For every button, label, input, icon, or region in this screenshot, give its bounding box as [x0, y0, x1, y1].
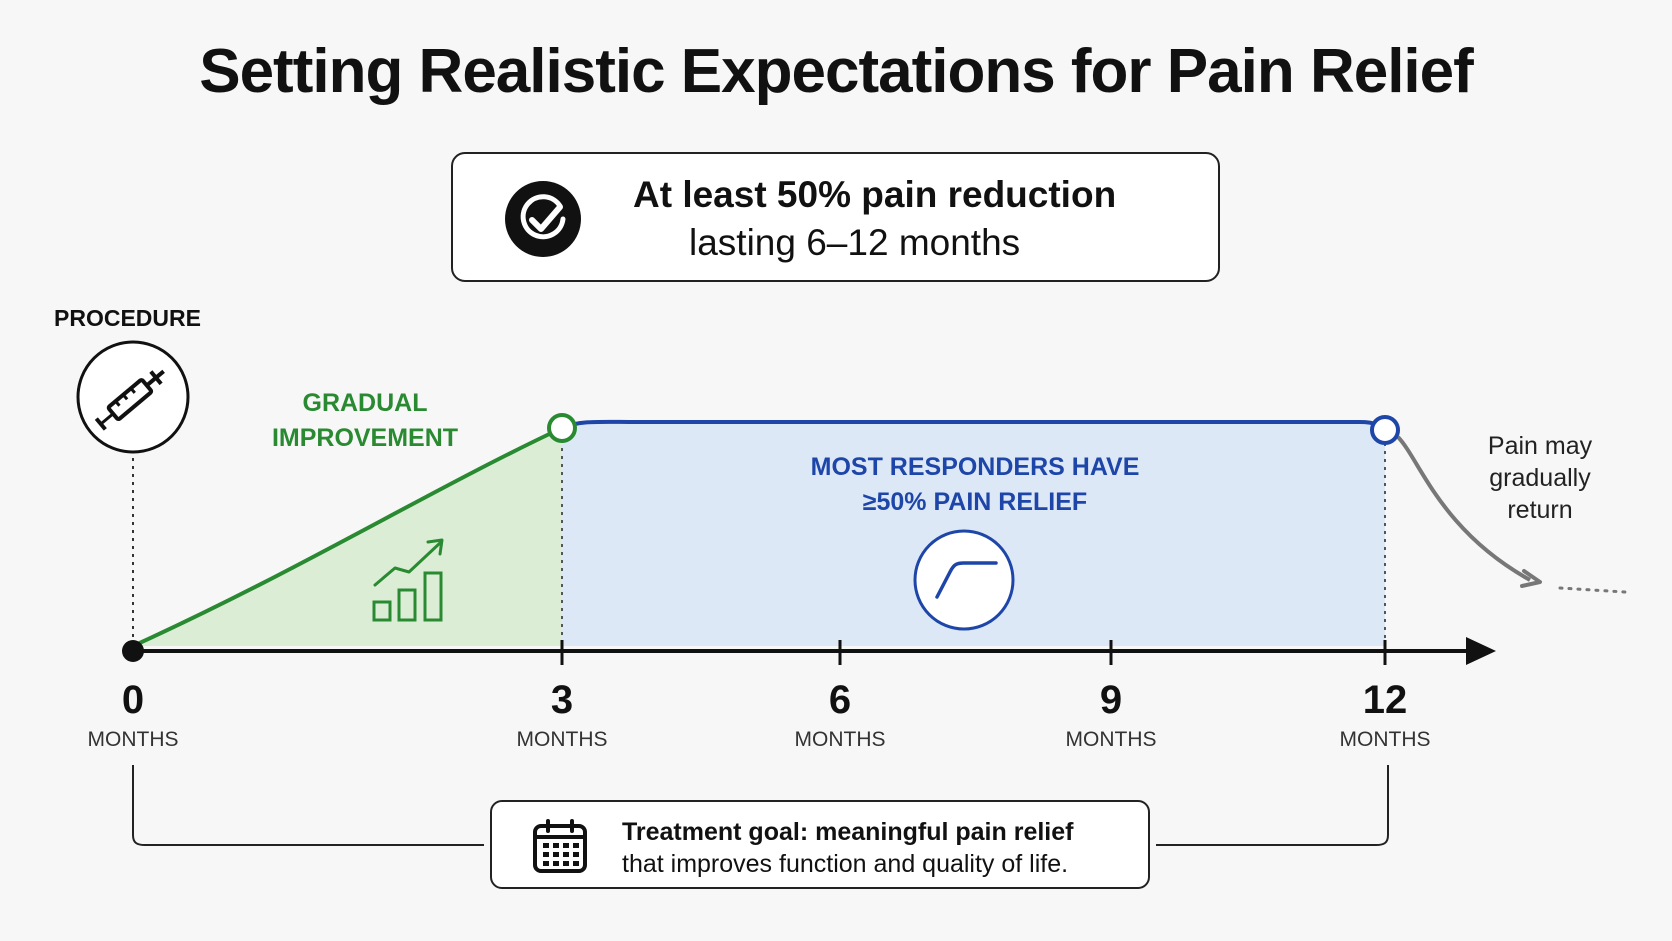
goal-headline: Treatment goal: meaningful pain relief	[622, 818, 1074, 846]
tick-unit-9: MONTHS	[1065, 728, 1157, 751]
pain-return-label: Pain may gradually return	[1487, 432, 1593, 524]
goal-bracket-right	[1156, 765, 1389, 846]
tick-unit-3: MONTHS	[516, 728, 608, 751]
check-circle-icon	[505, 181, 581, 257]
tick-value-9: 9	[1099, 678, 1123, 722]
page-title: Setting Realistic Expectations for Pain …	[199, 37, 1474, 106]
plateau-curve-icon	[913, 529, 1015, 631]
month-12-marker	[1370, 415, 1400, 445]
tick-unit-0: MONTHS	[87, 728, 179, 751]
gradual-improvement-curve	[132, 426, 563, 648]
syringe-icon	[76, 340, 190, 454]
axis-origin-dot	[122, 640, 144, 662]
procedure-label: PROCEDURE	[54, 305, 201, 331]
tick-value-6: 6	[828, 678, 852, 722]
gradual-improvement-label: GRADUAL IMPROVEMENT	[271, 389, 459, 452]
tick-value-0: 0	[121, 678, 145, 722]
treatment-goal-box: Treatment goal: meaningful pain relief t…	[490, 800, 1150, 889]
pain-return-dotted-tail	[1558, 586, 1627, 594]
responders-label: MOST RESPONDERS HAVE ≥50% PAIN RELIEF	[810, 453, 1140, 516]
tick-value-12: 12	[1362, 678, 1408, 722]
tick-value-3: 3	[550, 678, 574, 722]
summary-box: At least 50% pain reduction lasting 6–12…	[451, 152, 1220, 282]
goal-description: that improves function and quality of li…	[622, 850, 1069, 878]
summary-headline: At least 50% pain reduction	[633, 174, 1117, 215]
pain-return-curve	[1396, 435, 1531, 582]
pain-return-arrowhead	[1520, 569, 1542, 588]
bar-chart-up-icon	[372, 538, 444, 622]
tick-unit-6: MONTHS	[794, 728, 886, 751]
summary-subline: lasting 6–12 months	[689, 222, 1021, 263]
calendar-icon	[533, 819, 587, 873]
time-axis-arrowhead	[1466, 637, 1496, 665]
goal-bracket-left	[132, 765, 484, 846]
month-3-marker	[547, 413, 577, 443]
tick-unit-12: MONTHS	[1339, 728, 1431, 751]
